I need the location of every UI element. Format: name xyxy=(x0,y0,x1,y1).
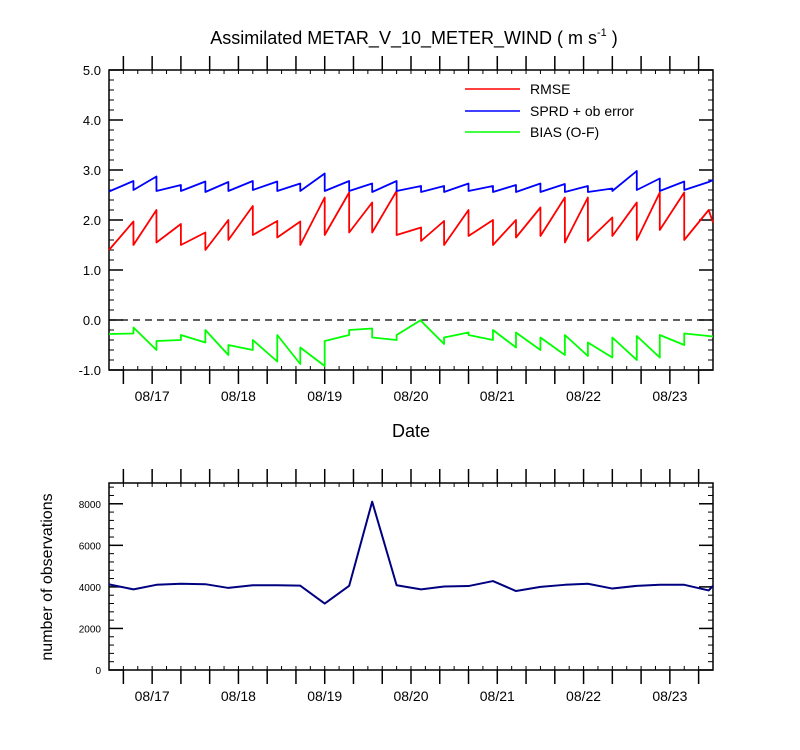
x-tick-label: 08/17 xyxy=(135,688,170,704)
y-tick-label: 2000 xyxy=(79,624,102,635)
series-line-observations xyxy=(108,500,714,605)
x-axis-label: Date xyxy=(392,421,430,441)
x-tick-label: 08/21 xyxy=(480,388,515,404)
plot-frame xyxy=(108,482,714,671)
series-line-bias-o-f xyxy=(108,319,714,367)
x-tick-label: 08/19 xyxy=(307,388,342,404)
y-tick-label: 2.0 xyxy=(83,213,101,228)
legend-label-sprd: SPRD + ob error xyxy=(530,103,634,119)
chart-title: Assimilated METAR_V_10_METER_WIND ( m s-… xyxy=(210,27,618,49)
y-tick-label: 1.0 xyxy=(83,263,101,278)
chart-title-sup: -1 xyxy=(597,27,607,39)
y-tick-label: 3.0 xyxy=(83,163,101,178)
x-tick-label: 08/18 xyxy=(221,688,256,704)
y-tick-label: 0.0 xyxy=(83,313,101,328)
series-line-rmse xyxy=(108,190,714,251)
x-tick-label: 08/23 xyxy=(652,688,687,704)
y-tick-label: 8000 xyxy=(79,500,102,511)
y-tick-label: 4.0 xyxy=(83,113,101,128)
chart-title-close: ) xyxy=(607,28,618,48)
x-tick-label: 08/17 xyxy=(135,388,170,404)
top-chart: 08/17 08/18 08/19 08/20 08/21 08/22 08/23 -1.0 0… xyxy=(79,56,714,404)
chart-title-main: Assimilated METAR_V_10_METER_WIND ( m s xyxy=(210,28,597,49)
x-tick-label: 08/18 xyxy=(221,388,256,404)
y-tick-label: 0 xyxy=(95,666,101,677)
y-axis-label-observations: number of observations xyxy=(39,493,56,660)
x-tick-label: 08/20 xyxy=(393,388,428,404)
x-tick-label: 08/21 xyxy=(480,688,515,704)
x-tick-label: 08/20 xyxy=(393,688,428,704)
bottom-chart: 08/17 08/18 08/19 08/20 08/21 08/22 08/23 0 2000… xyxy=(79,469,714,704)
legend-label-bias: BIAS (O-F) xyxy=(530,124,599,140)
x-tick-label: 08/23 xyxy=(652,388,687,404)
x-tick-label: 08/22 xyxy=(566,688,601,704)
legend: RMSE SPRD + ob error BIAS (O-F) xyxy=(465,81,634,140)
series-line-sprd-ob-error xyxy=(108,170,714,193)
legend-label-rmse: RMSE xyxy=(530,81,570,97)
y-tick-label: 4000 xyxy=(79,583,102,594)
x-tick-label: 08/19 xyxy=(307,688,342,704)
y-tick-label: 6000 xyxy=(79,541,102,552)
y-tick-label: -1.0 xyxy=(79,363,101,378)
y-tick-label: 5.0 xyxy=(83,63,101,78)
x-tick-label: 08/22 xyxy=(566,388,601,404)
